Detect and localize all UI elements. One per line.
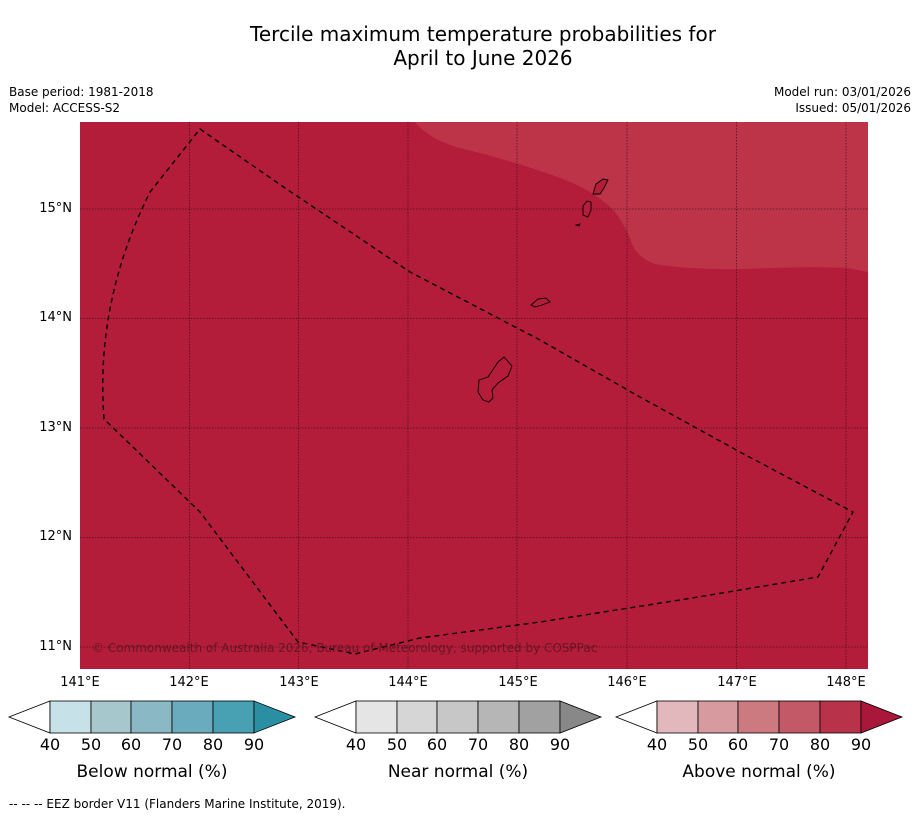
colorbar-below-cell-2 [90,700,132,734]
colorbar-above-cell-5 [819,700,862,734]
legend-above-normal [614,700,904,734]
gridlines [80,122,868,669]
legend-above-tick-90: 90 [850,735,872,754]
legend-above-tick-70: 70 [768,735,790,754]
colorbar-below-cell-6 [253,700,297,734]
meta-right: Model run: 03/01/2026 Issued: 05/01/2026 [774,84,911,116]
colorbar-below-cell-4 [171,700,214,734]
lat-label-11: 11°N [39,639,72,654]
lat-label-14: 14°N [39,310,72,325]
colorbar-below-cell-5 [212,700,255,734]
legend-above-tick-60: 60 [727,735,749,754]
colorbar-below-cell-3 [130,700,173,734]
legend-below-tick-40: 40 [39,735,61,754]
lon-label-147: 147°E [717,675,757,690]
legend-near-tick-60: 60 [426,735,448,754]
lon-label-144: 144°E [388,675,428,690]
colorbar-above-cell-0 [614,700,658,734]
base-period: Base period: 1981-2018 [9,85,154,99]
colorbar-above-cell-3 [737,700,780,734]
island-aguijan [574,223,581,227]
lon-label-143: 143°E [279,675,319,690]
legend-near-tick-70: 70 [467,735,489,754]
title-line-1: Tercile maximum temperature probabilitie… [250,22,716,46]
island-guam [477,356,513,403]
legend-near-tick-50: 50 [386,735,408,754]
colorbar-above-cell-1 [656,700,699,734]
legend-below-normal [7,700,297,734]
legend-near-label: Near normal (%) [387,762,529,782]
islands [477,178,609,403]
copyright-notice: © Commonwealth of Australia 2026, Bureau… [92,641,598,655]
legend-near-normal [313,700,603,734]
legend-below-tick-70: 70 [161,735,183,754]
colorbar-above-cell-6 [860,700,904,734]
legend-below-tick-60: 60 [120,735,142,754]
model-name: Model: ACCESS-S2 [9,101,121,115]
colorbar-near-cell-2 [396,700,438,734]
colorbar-below-cell-1 [49,700,92,734]
colorbar-near-cell-6 [559,700,603,734]
lon-label-142: 142°E [169,675,209,690]
legend-above-tick-40: 40 [646,735,668,754]
colorbar-near-cell-0 [313,700,357,734]
colorbar-near-cell-5 [518,700,561,734]
colorbar-above-cell-2 [697,700,739,734]
map-canvas [80,122,868,669]
legend-above-label: Above normal (%) [682,762,836,782]
lat-label-12: 12°N [39,529,72,544]
meta-left: Base period: 1981-2018 Model: ACCESS-S2 [9,84,154,116]
colorbar-below-normal [7,700,297,734]
legend-below-tick-90: 90 [243,735,265,754]
legend-above-tick-80: 80 [809,735,831,754]
island-tinian [582,200,592,218]
legend-near-tick-40: 40 [345,735,367,754]
eez-footnote: -- -- -- EEZ border V11 (Flanders Marine… [9,797,346,811]
legend-near-tick-90: 90 [549,735,571,754]
map-area[interactable] [80,122,868,669]
colorbar-above-cell-4 [778,700,821,734]
legend-below-label: Below normal (%) [76,762,228,782]
eez-border [102,128,854,655]
legend-below-tick-80: 80 [202,735,224,754]
lon-label-145: 145°E [498,675,538,690]
model-run: Model run: 03/01/2026 [773,85,911,99]
colorbar-near-cell-3 [436,700,479,734]
colorbar-near-cell-1 [355,700,398,734]
lon-label-148: 148°E [826,675,866,690]
lat-label-13: 13°N [39,420,72,435]
probability-fill-upper-right [415,122,868,272]
map-title: Tercile maximum temperature probabilitie… [0,22,919,70]
colorbar-below-cell-0 [7,700,51,734]
legend-below-tick-50: 50 [80,735,102,754]
island-rota [530,297,551,308]
colorbar-near-normal [313,700,603,734]
colorbar-near-cell-4 [477,700,520,734]
lon-label-141: 141°E [60,675,100,690]
legend-above-tick-50: 50 [687,735,709,754]
legend-near-tick-80: 80 [508,735,530,754]
island-saipan [592,178,609,195]
colorbar-above-normal [614,700,904,734]
lat-label-15: 15°N [39,201,72,216]
lon-label-146: 146°E [607,675,647,690]
title-line-2: April to June 2026 [393,46,573,70]
issued-date: Issued: 05/01/2026 [795,101,911,115]
